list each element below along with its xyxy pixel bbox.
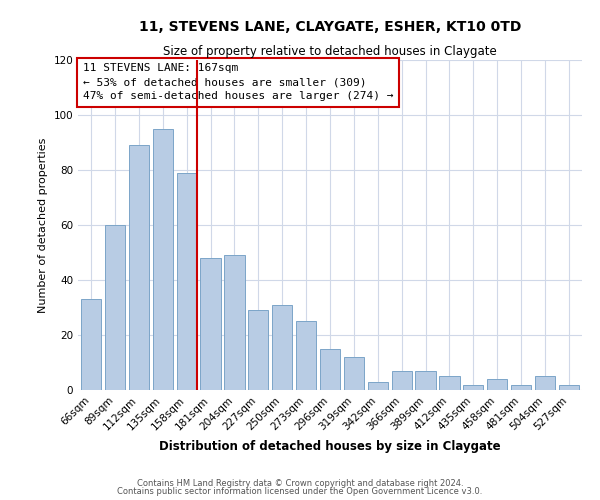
Text: Contains HM Land Registry data © Crown copyright and database right 2024.: Contains HM Land Registry data © Crown c… [137, 478, 463, 488]
Text: 11 STEVENS LANE: 167sqm
← 53% of detached houses are smaller (309)
47% of semi-d: 11 STEVENS LANE: 167sqm ← 53% of detache… [83, 64, 394, 102]
Bar [439, 376, 460, 390]
Bar [152, 128, 173, 390]
Bar [415, 371, 436, 390]
Bar [224, 255, 245, 390]
Bar [296, 322, 316, 390]
Bar [511, 384, 531, 390]
Text: Contains public sector information licensed under the Open Government Licence v3: Contains public sector information licen… [118, 487, 482, 496]
Bar [487, 379, 508, 390]
Bar [368, 382, 388, 390]
Y-axis label: Number of detached properties: Number of detached properties [38, 138, 48, 312]
Bar [200, 258, 221, 390]
Bar [272, 304, 292, 390]
X-axis label: Distribution of detached houses by size in Claygate: Distribution of detached houses by size … [159, 440, 501, 453]
Bar [248, 310, 268, 390]
Bar [344, 357, 364, 390]
Bar [463, 384, 484, 390]
Bar [105, 225, 125, 390]
Bar [535, 376, 555, 390]
Bar [392, 371, 412, 390]
Bar [320, 349, 340, 390]
Bar [176, 173, 197, 390]
Bar [81, 299, 101, 390]
Bar [559, 384, 579, 390]
Bar [129, 145, 149, 390]
Text: 11, STEVENS LANE, CLAYGATE, ESHER, KT10 0TD: 11, STEVENS LANE, CLAYGATE, ESHER, KT10 … [139, 20, 521, 34]
Text: Size of property relative to detached houses in Claygate: Size of property relative to detached ho… [163, 45, 497, 58]
